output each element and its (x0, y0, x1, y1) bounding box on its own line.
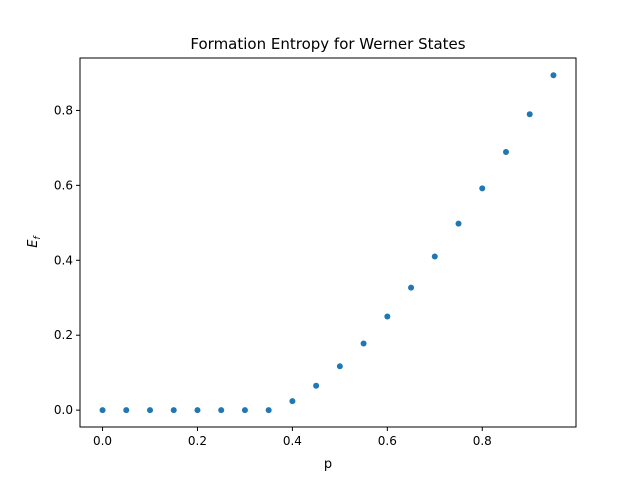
x-tick-label: 0.4 (283, 434, 302, 448)
y-tick-label: 0.6 (54, 178, 73, 192)
data-point (99, 407, 106, 414)
data-point (147, 407, 154, 414)
y-tick-label: 0.4 (54, 253, 73, 267)
data-point (431, 253, 438, 260)
data-point (408, 284, 415, 291)
x-tick-label: 0.6 (378, 434, 397, 448)
data-point (360, 340, 367, 347)
data-point (550, 72, 557, 79)
y-axis: 0.0 0.2 0.4 0.6 0.8 (54, 103, 80, 417)
data-point (123, 407, 130, 414)
x-axis: 0.0 0.2 0.4 0.6 0.8 (93, 427, 492, 448)
data-point (265, 407, 272, 414)
data-point (455, 220, 462, 227)
y-axis-label: Ef (26, 234, 43, 247)
y-tick-label: 0.2 (54, 328, 73, 342)
data-point (170, 407, 177, 414)
plot-frame (79, 57, 577, 428)
y-axis-label-main: E (26, 239, 41, 248)
chart-title: Formation Entropy for Werner States (190, 35, 465, 53)
data-point (502, 149, 509, 156)
data-point (313, 382, 320, 389)
data-point (289, 398, 296, 405)
data-point (526, 111, 533, 118)
x-tick-label: 0.8 (473, 434, 492, 448)
data-points (99, 72, 557, 414)
data-point (479, 185, 486, 192)
data-point (336, 363, 343, 370)
data-point (384, 313, 391, 320)
x-tick-label: 0.2 (188, 434, 207, 448)
data-point (194, 407, 201, 414)
y-tick-label: 0.8 (54, 103, 73, 117)
data-point (241, 407, 248, 414)
x-tick-label: 0.0 (93, 434, 112, 448)
y-axis-label-subscript: f (33, 234, 43, 239)
data-point (218, 407, 225, 414)
y-tick-label: 0.0 (54, 403, 73, 417)
plot-area (79, 57, 577, 428)
x-axis-label: p (324, 457, 332, 472)
